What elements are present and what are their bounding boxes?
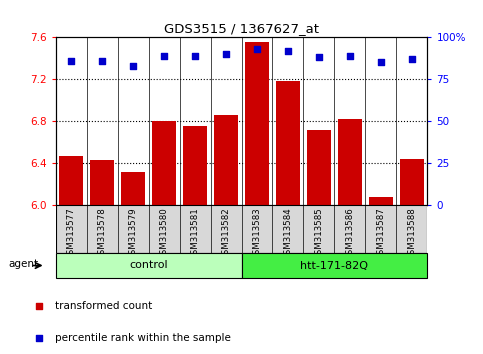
Point: [284, 48, 292, 53]
Text: transformed count: transformed count: [55, 301, 152, 311]
Text: GSM313585: GSM313585: [314, 208, 324, 261]
Text: GSM313581: GSM313581: [190, 208, 199, 261]
Text: GSM313584: GSM313584: [284, 208, 293, 261]
Bar: [121, 172, 144, 205]
Point: [408, 56, 416, 62]
Bar: [307, 130, 330, 205]
Text: GSM313586: GSM313586: [345, 208, 355, 261]
FancyBboxPatch shape: [56, 253, 242, 278]
Bar: [276, 81, 299, 205]
Text: GSM313578: GSM313578: [98, 208, 107, 261]
Point: [160, 53, 168, 58]
Title: GDS3515 / 1367627_at: GDS3515 / 1367627_at: [164, 22, 319, 35]
Text: GSM313583: GSM313583: [253, 208, 261, 261]
Bar: [214, 115, 238, 205]
Point: [346, 53, 354, 58]
Point: [191, 53, 199, 58]
Text: htt-171-82Q: htt-171-82Q: [300, 261, 369, 270]
FancyBboxPatch shape: [242, 253, 427, 278]
Point: [222, 51, 230, 57]
Point: [67, 58, 75, 64]
Bar: [59, 156, 83, 205]
Bar: [245, 42, 269, 205]
Point: [253, 46, 261, 52]
Bar: [339, 119, 362, 205]
Text: GSM313588: GSM313588: [408, 208, 416, 261]
Text: GSM313587: GSM313587: [376, 208, 385, 261]
Text: control: control: [129, 261, 168, 270]
Point: [377, 59, 385, 65]
Point: [315, 55, 323, 60]
Text: agent: agent: [8, 259, 39, 269]
Bar: [153, 121, 176, 205]
Text: GSM313582: GSM313582: [222, 208, 230, 261]
Point: [129, 63, 137, 69]
Bar: [400, 159, 424, 205]
Point: [98, 58, 106, 64]
Text: GSM313580: GSM313580: [159, 208, 169, 261]
Text: GSM313579: GSM313579: [128, 208, 138, 260]
Bar: [90, 160, 114, 205]
Bar: [184, 126, 207, 205]
Text: percentile rank within the sample: percentile rank within the sample: [55, 333, 230, 343]
Bar: [369, 197, 393, 205]
Point: [376, 174, 384, 180]
Text: GSM313577: GSM313577: [67, 208, 75, 261]
